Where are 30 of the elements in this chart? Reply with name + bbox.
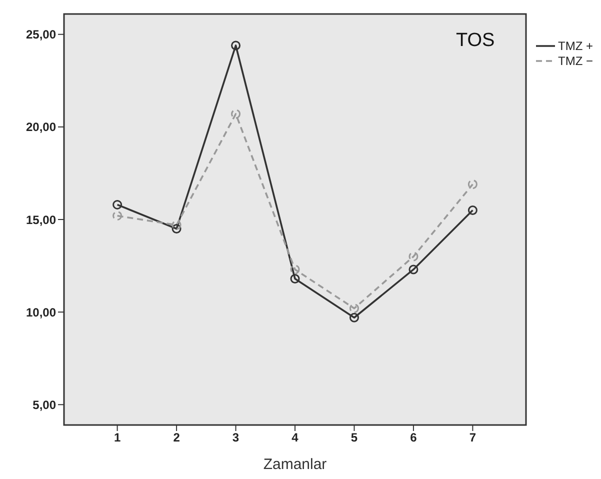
annotation: TOS xyxy=(456,30,495,52)
y-tick-label: 10,00 xyxy=(26,305,56,320)
x-tick-label: 3 xyxy=(232,430,240,445)
point xyxy=(349,312,359,322)
x-tick-label: 2 xyxy=(173,430,180,445)
point xyxy=(468,205,478,215)
y-tick-label: 15,00 xyxy=(26,212,56,227)
point xyxy=(290,274,300,284)
point xyxy=(349,304,359,314)
point xyxy=(112,211,122,221)
x-tick-label: 7 xyxy=(469,430,476,445)
point xyxy=(468,180,478,190)
y-tick-label: 25,00 xyxy=(26,28,56,42)
legend-label: TMZ + xyxy=(558,38,593,52)
x-tick-label: 4 xyxy=(292,430,299,445)
x-axis-title: Zamanlar xyxy=(263,456,327,473)
point xyxy=(408,264,418,274)
legend-label: TMZ − xyxy=(558,54,593,68)
point xyxy=(231,40,241,50)
x-tick-label: 1 xyxy=(114,430,121,445)
y-tick-label: 5,00 xyxy=(32,398,56,412)
point xyxy=(172,220,182,230)
point xyxy=(231,109,241,119)
y-tick-label: 20,00 xyxy=(26,120,56,134)
x-tick-label: 5 xyxy=(350,430,358,445)
point xyxy=(112,200,122,210)
point xyxy=(290,264,300,274)
x-tick-label: 6 xyxy=(410,430,418,445)
point xyxy=(172,224,182,234)
point xyxy=(408,252,418,262)
